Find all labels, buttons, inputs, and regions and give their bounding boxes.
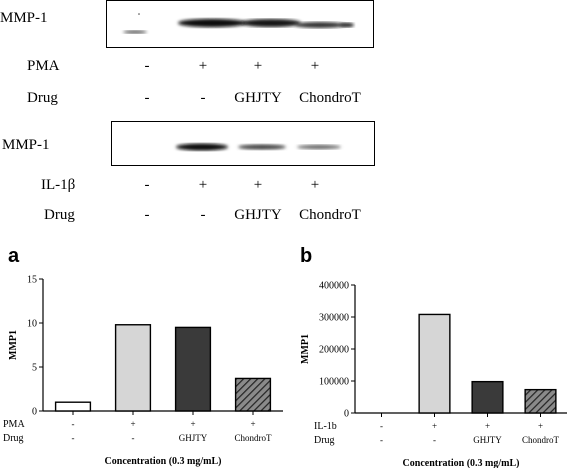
chart-a-bar-3 [174, 326, 212, 412]
chart-a-row2-value-2: - [132, 433, 135, 443]
panel-label-b: b [300, 245, 313, 267]
chart-b-bar-3 [471, 380, 504, 414]
chart-b-row2-value-4: ChondroT [522, 435, 560, 445]
chart-b-bar-4 [524, 388, 557, 414]
chart-a-row2-value-3: GHJTY [179, 433, 208, 443]
chart-b-ytick-label-2: 200000 [319, 345, 349, 356]
chart-a-bar-1 [54, 401, 92, 412]
blot-top-bands [123, 13, 354, 34]
chart-b-row2-value-2: - [433, 435, 436, 445]
chart-b-y-axis-label: MMP1 [300, 334, 311, 364]
chart-a-bar-2 [114, 324, 152, 412]
blot-top-sign-1: - [144, 58, 150, 74]
chart-a-ytick-label-2: 10 [27, 319, 37, 330]
blot-bottom-band-4 [297, 144, 341, 150]
blot-bottom-band-2 [176, 143, 228, 151]
blot-top-sign-2: + [198, 58, 208, 74]
blot-top-band-4b [340, 22, 354, 28]
chart-b-ytick-label-3: 300000 [319, 313, 349, 324]
chart-b-row2-value-1: - [380, 435, 383, 445]
blot-bottom-drug-3: GHJTY [234, 207, 282, 223]
chart-b-row1-value-4: + [538, 421, 543, 431]
blot-top-drug-1: - [144, 90, 150, 106]
chart-b-row1-value-1: - [380, 421, 383, 431]
chart-b-x-axis-label: Concentration (0.3 mg/mL) [403, 458, 520, 468]
blot-top-sign-3: + [253, 58, 263, 74]
blot-top-band-1 [123, 30, 147, 34]
chart-a-row2-label: Drug [3, 433, 24, 444]
chart-a-row1-value-4: + [250, 419, 255, 429]
chart-a-row2-value-1: - [72, 433, 75, 443]
chart-b-ytick-label-1: 100000 [319, 377, 349, 388]
blot-bottom-drug-4: ChondroT [299, 207, 361, 223]
blot-bottom-sign-4: + [310, 177, 320, 193]
chart-a-ytick-label-1: 5 [32, 363, 37, 374]
bar-chart-b: 0 100000 200000 300000 400000 MMP1 - - + - + GHJTY +… [300, 281, 567, 468]
blot-top-band-4 [295, 22, 345, 28]
blot-top-drug-label: Drug [27, 90, 58, 106]
chart-b-row1-value-2: + [432, 421, 437, 431]
blot-top-drug-4: ChondroT [299, 90, 361, 106]
chart-a-x-axis-label: Concentration (0.3 mg/mL) [105, 456, 222, 467]
blot-bottom-drug-label: Drug [44, 207, 75, 223]
chart-b-row1-label: IL-1b [314, 421, 337, 432]
blot-top-band-3 [241, 19, 301, 27]
chart-a-row1-value-2: + [130, 419, 135, 429]
chart-b-row2-label: Drug [314, 435, 335, 446]
blot-top-drug-2: - [200, 90, 206, 106]
blot-bottom-bands [176, 143, 341, 151]
chart-a-y-axis-label: MMP1 [8, 330, 19, 360]
chart-a-ytick-label-3: 15 [27, 275, 37, 286]
chart-a-ytick-label-0: 0 [32, 407, 37, 418]
blot-bottom-band-3 [238, 144, 286, 150]
chart-b-row1-value-3: + [485, 421, 490, 431]
blot-bottom-sign-2: + [198, 177, 208, 193]
blot-bottom-drug-2: - [200, 207, 206, 223]
chart-b-row2-value-3: GHJTY [473, 435, 502, 445]
chart-a-row1-value-3: + [190, 419, 195, 429]
blot-top-band-2 [178, 18, 246, 28]
chart-b-bar-2 [418, 313, 451, 414]
blot-bottom-image [111, 121, 375, 166]
bar-chart-a: 0 5 10 15 MMP1 - - + - + GHJTY + ChondroT PMA Drug Conc… [3, 275, 283, 467]
blot-top-sign-4: + [310, 58, 320, 74]
chart-a-row1-value-1: - [72, 419, 75, 429]
blot-top-speck [138, 13, 140, 15]
chart-b-ytick-label-4: 400000 [319, 281, 349, 292]
blot-bottom-protein-label: MMP-1 [2, 137, 50, 153]
blot-top-protein-label: MMP-1 [0, 10, 48, 26]
chart-a-row2-value-4: ChondroT [235, 433, 273, 443]
blot-top-treatment-label: PMA [27, 58, 60, 74]
panel-label-a: a [8, 245, 20, 267]
chart-b-ytick-label-0: 0 [344, 409, 349, 420]
chart-a-bar-4 [234, 377, 272, 412]
blot-bottom-treatment-label: IL-1β [41, 177, 76, 193]
blot-top-image [106, 0, 374, 48]
chart-a-row1-label: PMA [3, 419, 25, 430]
blot-top-drug-3: GHJTY [234, 90, 282, 106]
blot-bottom-sign-3: + [253, 177, 263, 193]
blot-bottom-sign-1: - [144, 177, 150, 193]
blot-bottom-drug-1: - [144, 207, 150, 223]
